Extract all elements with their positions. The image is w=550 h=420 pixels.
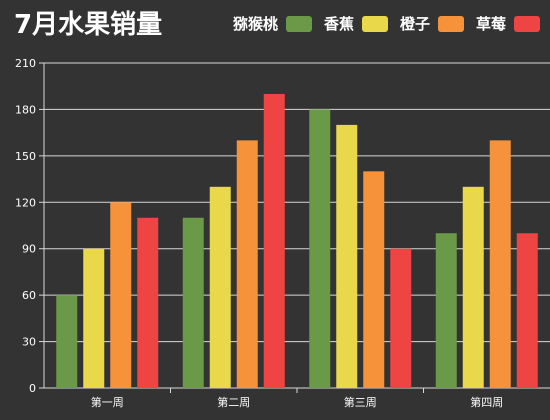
legend-item-banana[interactable]: 香蕉 <box>324 13 388 34</box>
bar <box>435 233 457 388</box>
x-tick-label: 第三周 <box>344 395 377 409</box>
bar <box>516 233 538 388</box>
legend-swatch <box>361 15 388 32</box>
y-tick-label: 180 <box>15 103 36 116</box>
x-tick-label: 第四周 <box>470 395 503 409</box>
bar <box>462 186 484 388</box>
legend-label: 橙子 <box>399 15 430 33</box>
bar <box>263 93 285 388</box>
legend-swatch <box>285 15 312 32</box>
y-tick-label: 60 <box>22 289 36 302</box>
bar <box>137 217 159 388</box>
legend-label: 草莓 <box>475 15 506 33</box>
legend-item-orange[interactable]: 橙子 <box>400 13 464 34</box>
legend-label: 香蕉 <box>323 15 354 33</box>
bar <box>336 124 358 389</box>
y-tick-label: 150 <box>15 150 36 163</box>
bar <box>209 186 231 388</box>
chart-title: 7月水果销量 <box>14 10 163 40</box>
y-tick-label: 120 <box>15 196 36 209</box>
bar <box>83 248 105 388</box>
y-tick-label: 90 <box>22 243 36 256</box>
bar <box>489 140 511 388</box>
bar <box>309 109 331 388</box>
bar <box>236 140 258 388</box>
x-tick-label: 第一周 <box>91 395 124 409</box>
bar <box>56 295 78 388</box>
y-tick-label: 30 <box>22 336 36 349</box>
y-tick-label: 0 <box>29 382 36 395</box>
legend-swatch <box>514 15 540 32</box>
legend-item-kiwi[interactable]: 猕猴桃 <box>233 13 312 34</box>
bar <box>182 217 204 388</box>
y-tick-label: 210 <box>15 57 36 70</box>
legend-item-strawberry[interactable]: 草莓 <box>476 13 540 34</box>
legend-swatch <box>437 15 464 32</box>
x-tick-label: 第二周 <box>217 395 250 409</box>
bar <box>110 202 132 388</box>
legend-label: 猕猴桃 <box>232 15 278 33</box>
legend: 猕猴桃 香蕉 橙子 草莓 <box>221 13 540 34</box>
bar <box>390 248 412 388</box>
bar <box>363 171 385 388</box>
